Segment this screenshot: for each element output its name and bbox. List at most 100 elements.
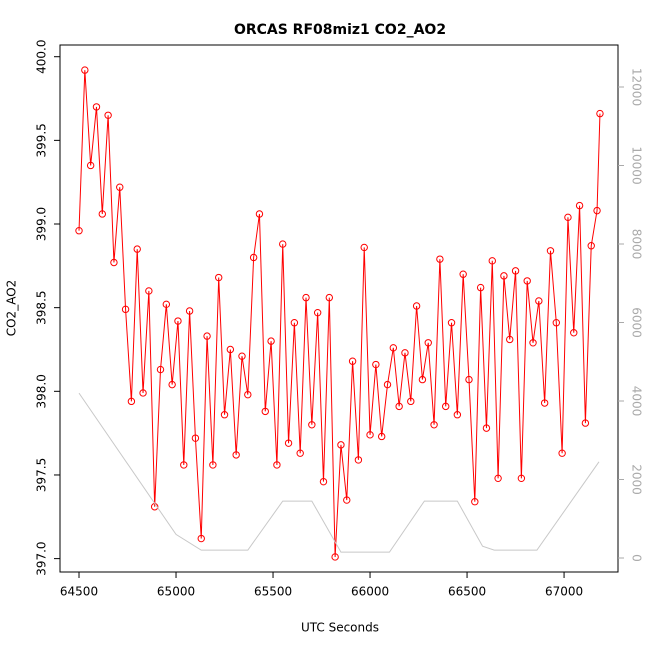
x-tick-label: 64500 xyxy=(60,585,98,599)
data-point xyxy=(596,109,604,118)
data-point xyxy=(226,345,235,354)
data-point xyxy=(447,319,456,327)
data-point xyxy=(86,161,95,170)
data-point xyxy=(430,421,438,429)
data-point xyxy=(209,461,217,469)
plot-box xyxy=(59,44,619,573)
x-tick-label: 65000 xyxy=(157,585,195,599)
data-point xyxy=(279,240,287,248)
data-point xyxy=(418,375,427,384)
data-point xyxy=(517,474,526,483)
data-point xyxy=(290,319,299,327)
data-point xyxy=(203,332,211,340)
data-point xyxy=(156,365,165,374)
data-point xyxy=(389,344,398,352)
y2-tick-label: 10000 xyxy=(630,146,644,184)
y-tick-label: 397.5 xyxy=(35,458,49,492)
data-point xyxy=(331,553,339,561)
y-tick-label: 398.5 xyxy=(35,290,49,324)
data-point xyxy=(110,258,118,267)
data-point xyxy=(372,360,380,369)
data-point xyxy=(220,411,229,419)
data-point xyxy=(360,243,368,252)
data-point xyxy=(459,270,467,278)
data-point xyxy=(558,449,566,457)
data-point xyxy=(412,302,421,310)
data-point xyxy=(529,339,537,347)
data-point xyxy=(197,534,205,543)
data-point xyxy=(313,308,322,317)
data-point xyxy=(215,273,223,282)
x-tick-label: 66000 xyxy=(351,585,389,599)
data-point xyxy=(383,380,392,389)
chart-title: ORCAS RF08miz1 CO2_AO2 xyxy=(234,22,446,38)
data-point xyxy=(535,297,543,305)
data-point xyxy=(232,451,240,459)
data-point xyxy=(564,213,572,222)
data-point xyxy=(308,421,316,429)
data-point xyxy=(500,272,508,280)
data-point xyxy=(424,339,432,347)
data-point xyxy=(506,335,514,344)
data-point xyxy=(116,183,124,191)
data-point xyxy=(337,441,345,449)
data-point xyxy=(453,411,462,419)
y-tick-label: 399.0 xyxy=(35,207,49,241)
data-point xyxy=(471,498,479,506)
data-point xyxy=(296,449,304,457)
data-point xyxy=(482,424,491,432)
x-axis-label: UTC Seconds xyxy=(301,621,379,635)
y2-tick-label: 2000 xyxy=(630,464,644,495)
data-point xyxy=(343,496,351,504)
y2-tick-label: 4000 xyxy=(630,386,644,417)
x-tick-label: 65500 xyxy=(254,585,292,599)
data-point xyxy=(476,283,485,292)
data-point xyxy=(552,319,561,327)
data-point xyxy=(436,255,444,263)
data-point xyxy=(168,380,176,389)
data-point xyxy=(319,477,328,486)
data-line xyxy=(78,70,601,557)
data-point xyxy=(523,277,531,285)
data-point xyxy=(127,397,136,406)
y-tick-label: 398.0 xyxy=(35,374,49,408)
y2-tick-label: 0 xyxy=(630,554,644,562)
data-point xyxy=(267,337,275,345)
data-point xyxy=(587,242,595,250)
data-point xyxy=(145,287,153,295)
data-point xyxy=(354,456,363,464)
data-point xyxy=(570,329,578,337)
data-point xyxy=(540,399,549,407)
data-point xyxy=(98,210,106,218)
data-point xyxy=(284,439,293,447)
y-tick-label: 400.0 xyxy=(35,40,49,74)
x-tick-label: 67000 xyxy=(545,585,583,599)
data-point xyxy=(249,253,258,262)
data-point xyxy=(92,103,101,111)
data-point xyxy=(377,432,386,441)
data-point xyxy=(121,305,130,314)
data-point xyxy=(255,210,264,218)
data-point xyxy=(273,461,281,469)
data-point xyxy=(191,434,200,442)
data-point xyxy=(407,397,415,406)
data-point xyxy=(81,66,89,74)
data-point xyxy=(465,375,473,384)
data-point xyxy=(133,245,141,253)
data-point xyxy=(488,257,496,265)
y-axis-label: CO2_AO2 xyxy=(5,280,19,337)
data-point xyxy=(593,206,601,215)
data-point xyxy=(395,402,403,411)
data-point xyxy=(366,431,374,439)
data-point xyxy=(238,352,246,360)
data-point xyxy=(244,390,252,399)
data-point xyxy=(185,307,194,315)
data-point xyxy=(261,407,269,416)
data-point xyxy=(511,267,520,275)
data-point xyxy=(401,349,409,357)
data-line xyxy=(78,392,600,553)
y2-tick-label: 12000 xyxy=(630,68,644,106)
data-point xyxy=(348,357,357,365)
data-point xyxy=(325,293,333,302)
